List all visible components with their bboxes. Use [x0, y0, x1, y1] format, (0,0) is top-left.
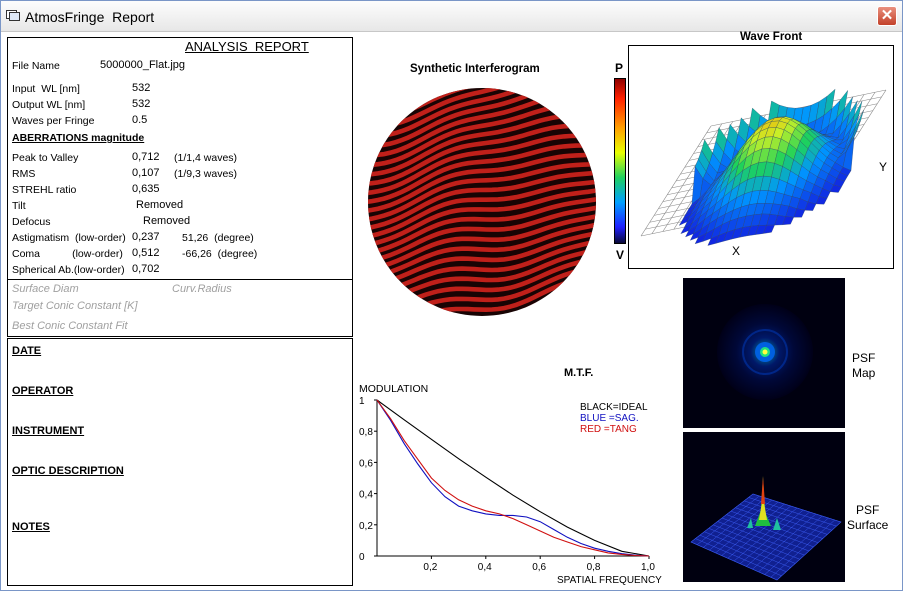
- wavefront-panel: X Y: [628, 45, 894, 269]
- surface-diam-field: Surface Diam: [12, 283, 79, 295]
- mtf-y-tick-label: 0,8: [359, 427, 373, 438]
- mtf-legend-entry: BLACK=IDEAL: [580, 402, 648, 413]
- mtf-x-tick-label: 0,6: [532, 562, 546, 573]
- analysis-report-panel: ANALYSIS REPORT File Name 5000000_Flat.j…: [7, 37, 353, 337]
- mtf-x-tick-label: 0,4: [478, 562, 492, 573]
- scale-valley-label: V: [616, 248, 625, 262]
- mtf-legend-entry: BLUE =SAG.: [580, 413, 639, 424]
- info-panel: DATE OPERATOR INSTRUMENT OPTIC DESCRIPTI…: [7, 338, 353, 586]
- mtf-y-tick-label: 0,2: [359, 521, 373, 532]
- aberration-extra: (1/1,4 waves): [174, 152, 238, 164]
- mtf-x-tick-label: 0,8: [587, 562, 601, 573]
- analysis-report-heading: ANALYSIS REPORT: [185, 39, 309, 54]
- report-divider: [8, 279, 352, 280]
- fringe-stripe: [368, 167, 596, 233]
- aberration-value: 0,635: [132, 183, 160, 195]
- fringe-stripe: [368, 193, 596, 259]
- aberration-label: Peak to Valley: [12, 152, 79, 164]
- file-name-label: File Name: [12, 60, 60, 72]
- wavefront-title: Wave Front: [740, 31, 803, 43]
- fringe-stripe: [368, 140, 596, 206]
- target-conic-field: Target Conic Constant [K]: [12, 300, 138, 312]
- optic-description-heading: OPTIC DESCRIPTION: [12, 465, 124, 477]
- mtf-y-tick-label: 1: [359, 396, 365, 407]
- curv-radius-field: Curv.Radius: [172, 283, 232, 295]
- close-button[interactable]: ✕: [877, 6, 897, 26]
- fringe-stripe: [368, 88, 596, 149]
- aberration-label: Defocus: [12, 216, 51, 228]
- window-title: AtmosFringe Report: [25, 9, 155, 25]
- wavefront-y-label: Y: [879, 160, 888, 174]
- psf-map: [683, 278, 845, 428]
- mtf-xlabel: SPATIAL FREQUENCY: [557, 575, 662, 586]
- operator-heading: OPERATOR: [12, 385, 74, 397]
- mtf-y-tick-label: 0,6: [359, 458, 373, 469]
- waves-per-fringe-value: 0.5: [132, 114, 148, 126]
- aberrations-heading: ABERRATIONS magnitude: [12, 132, 145, 144]
- fringe-stripe: [368, 201, 596, 268]
- mtf-series-tang: [376, 399, 650, 557]
- mtf-x-tick-label: 1,0: [641, 562, 655, 573]
- fringe-stripe: [368, 176, 596, 242]
- input-wl-label: Input WL [nm]: [12, 83, 80, 95]
- title-bar[interactable]: AtmosFringe Report ✕: [1, 1, 902, 32]
- interferogram-title: Synthetic Interferogram: [410, 63, 540, 75]
- mtf-y-tick-label: 0: [359, 552, 365, 563]
- mtf-y-tick-label: 0,4: [359, 490, 373, 501]
- aberration-label: Coma (low-order): [12, 248, 123, 260]
- waves-per-fringe-label: Waves per Fringe: [12, 115, 95, 127]
- aberration-label: Tilt: [12, 200, 26, 212]
- wavefront-surface: [640, 88, 887, 246]
- mtf-title: M.T.F.: [564, 367, 594, 379]
- aberration-label: STREHL ratio: [12, 184, 77, 196]
- fringe-stripe: [368, 218, 596, 284]
- psf-surface-label: PSF Surface: [847, 503, 889, 532]
- output-wl-label: Output WL [nm]: [12, 99, 86, 111]
- file-name-value: 5000000_Flat.jpg: [100, 59, 186, 71]
- aberration-value: 0,512: [132, 247, 160, 259]
- output-wl-value: 532: [132, 98, 151, 110]
- mtf-legend-entry: RED =TANG: [580, 424, 637, 435]
- wavefront-x-label: X: [732, 244, 741, 258]
- aberration-value: 0,107: [132, 167, 160, 179]
- instrument-heading: INSTRUMENT: [12, 425, 85, 437]
- synthetic-interferogram: [368, 88, 596, 316]
- fringe-stripe: [368, 131, 596, 197]
- mtf-series-sag: [376, 399, 650, 557]
- scale-peak-label: P: [615, 61, 624, 75]
- aberration-value: 0,702: [132, 263, 160, 275]
- aberration-value: Removed: [143, 215, 191, 227]
- aberration-extra: (1/9,3 waves): [174, 168, 238, 180]
- aberration-value: 0,237: [132, 231, 160, 243]
- mtf-ylabel: MODULATION: [359, 383, 429, 395]
- aberration-label: Astigmatism (low-order): [12, 232, 126, 244]
- aberration-extra: -66,26 (degree): [182, 248, 258, 260]
- fringe-stripe: [368, 209, 596, 276]
- aberration-extra: 51,26 (degree): [182, 232, 254, 244]
- fringe-stripe: [368, 88, 596, 90]
- aberration-label: RMS: [12, 168, 36, 180]
- best-conic-field: Best Conic Constant Fit: [12, 320, 128, 332]
- mtf-series-ideal: [376, 399, 650, 557]
- aberration-value: 0,712: [132, 151, 160, 163]
- fringe-stripe: [368, 184, 596, 251]
- psf-surface: [683, 432, 845, 582]
- mtf-x-tick-label: 0,2: [423, 562, 437, 573]
- aberration-label: Spherical Ab.(low-order): [12, 264, 125, 276]
- notes-heading: NOTES: [12, 521, 50, 533]
- input-wl-value: 532: [132, 82, 151, 94]
- date-heading: DATE: [12, 345, 42, 357]
- aberration-value: Removed: [136, 199, 184, 211]
- fringe-stripe: [368, 149, 596, 215]
- report-window-icon: [6, 10, 20, 21]
- psf-map-label: PSF Map: [852, 351, 876, 380]
- wavefront-color-scale: [614, 78, 626, 244]
- fringe-stripe: [368, 88, 596, 139]
- mtf-chart: 0 0,2 0,4 0,6 0,8 1 0,2 0,4 0,6 0,8 1,0 SPATIAL FRE…: [359, 396, 662, 586]
- fringe-stripe: [368, 158, 596, 224]
